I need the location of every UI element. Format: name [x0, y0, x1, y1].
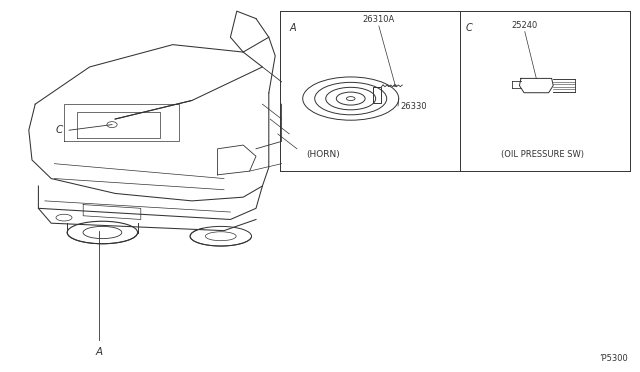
Text: (HORN): (HORN) — [307, 150, 340, 159]
Text: C: C — [465, 23, 472, 33]
Text: 26330: 26330 — [400, 102, 427, 110]
Text: 25240: 25240 — [511, 21, 538, 30]
Text: C: C — [56, 125, 63, 135]
Text: ’P5300: ’P5300 — [600, 354, 628, 363]
Text: 26310A: 26310A — [363, 15, 395, 24]
Bar — [372, 87, 381, 103]
Text: (OIL PRESSURE SW): (OIL PRESSURE SW) — [501, 150, 584, 159]
Text: A: A — [289, 23, 296, 33]
Text: A: A — [95, 347, 103, 356]
